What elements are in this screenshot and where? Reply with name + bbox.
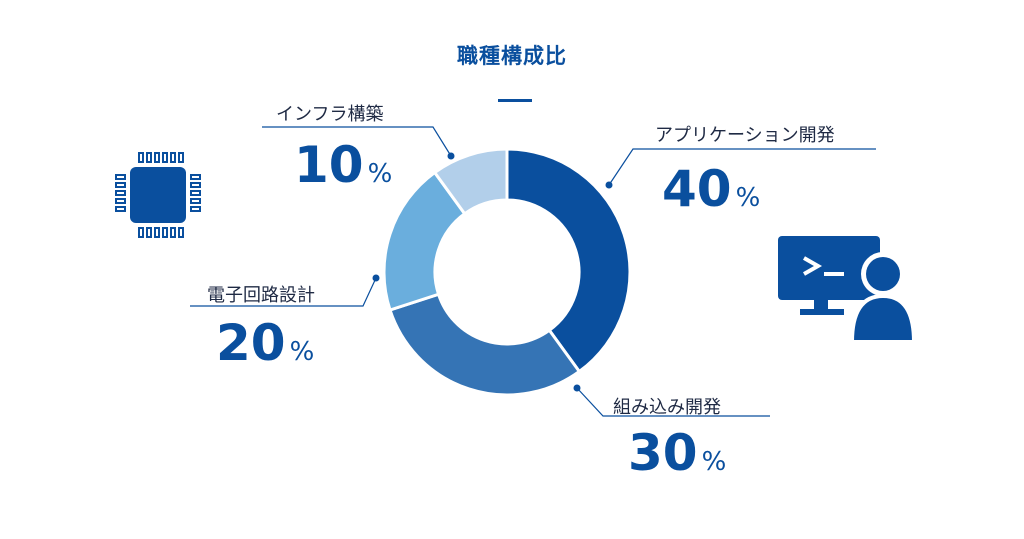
- value-label-embedded: 30%: [628, 424, 727, 482]
- category-label-embedded: 組み込み開発: [613, 397, 721, 418]
- leader-line-app: [608, 148, 876, 186]
- category-label-app: アプリケーション開発: [655, 125, 835, 146]
- leader-dot-app: [605, 181, 613, 189]
- value-label-circuit: 20%: [216, 314, 315, 372]
- leader-lines: [190, 126, 876, 417]
- value-label-infra: 10%: [294, 136, 393, 194]
- title-underline: [498, 99, 532, 102]
- category-label-circuit: 電子回路設計: [207, 285, 315, 306]
- chart-title: 職種構成比: [457, 44, 567, 68]
- leader-dot-infra: [447, 152, 455, 160]
- value-label-app: 40%: [662, 160, 761, 218]
- donut-slices: [382, 147, 632, 397]
- leader-line-embedded: [576, 387, 770, 417]
- leader-line-circuit: [190, 277, 377, 307]
- leader-dot-embedded: [573, 384, 581, 392]
- slice-app: [505, 147, 632, 374]
- slice-embedded: [388, 292, 582, 397]
- leader-line-infra: [262, 126, 452, 157]
- leader-dot-circuit: [372, 274, 380, 282]
- terminal-user-icon: [778, 236, 917, 344]
- category-label-infra: インフラ構築: [276, 104, 384, 125]
- microchip-icon: [115, 152, 201, 238]
- slice-infra: [432, 147, 509, 216]
